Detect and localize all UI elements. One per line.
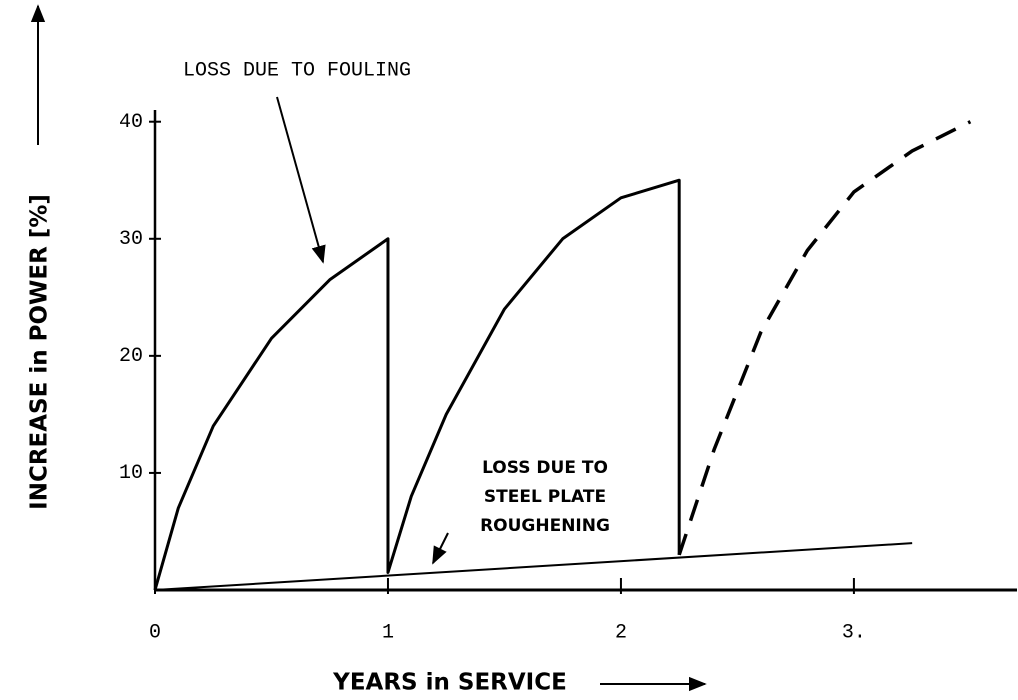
series-line [154, 542, 913, 591]
y-tick-label: 40 [119, 111, 143, 134]
y-tick-label: 10 [119, 462, 143, 485]
annotation: LOSS DUE TO [482, 458, 608, 478]
y-axis-title: INCREASE in POWER [%] [27, 194, 53, 510]
x-axis-title: YEARS in SERVICE [332, 670, 567, 696]
y-tick-label: 20 [119, 345, 143, 368]
annotation: LOSS DUE TO FOULING [183, 59, 411, 82]
annotation: STEEL PLATE [484, 487, 606, 507]
x-tick-label: 2 [615, 621, 627, 644]
annotation: ROUGHENING [480, 516, 610, 536]
x-tick-label: 3. [842, 621, 866, 644]
annotation-arrow [276, 96, 326, 264]
y-tick-label: 30 [119, 228, 143, 251]
x-tick-label: 0 [149, 621, 161, 644]
series-line [153, 178, 681, 591]
annotation-arrow [432, 532, 449, 565]
x-tick-label: 1 [382, 621, 394, 644]
series-line [677, 120, 972, 556]
